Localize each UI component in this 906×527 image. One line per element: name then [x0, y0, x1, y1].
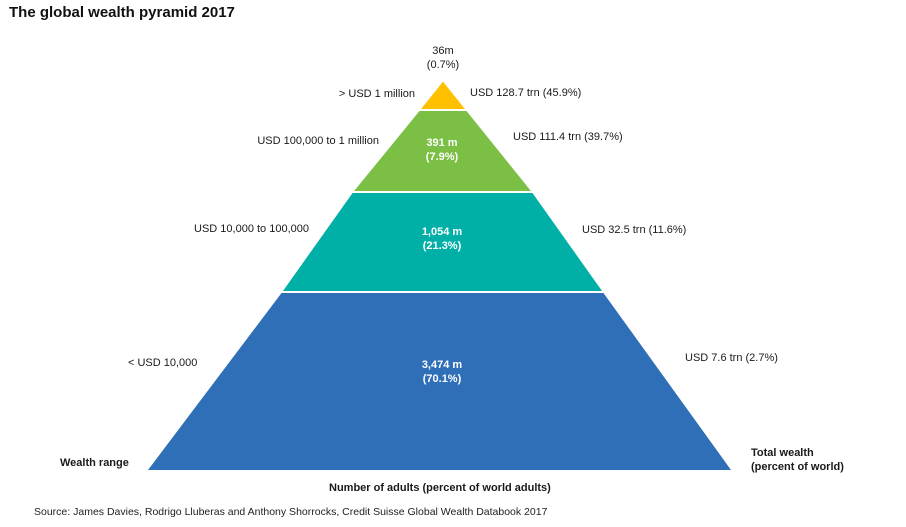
source-note: Source: James Davies, Rodrigo Lluberas a… [34, 506, 548, 518]
total-wealth-label-line1: Total wealth [751, 447, 814, 459]
total-wealth-label: Total wealth (percent of world) [751, 446, 844, 474]
tier-upper-adults-value: 391 m [426, 137, 458, 149]
adults-axis-label: Number of adults (percent of world adult… [329, 482, 551, 494]
tier-upper-total-wealth: USD 111.4 trn (39.7%) [513, 131, 623, 143]
tier-base-adults: 3,474 m (70.1%) [402, 358, 482, 386]
tier-middle-adults-value: 1,054 m [421, 226, 463, 238]
tier-top-adults: 36m (0.7%) [421, 44, 465, 72]
tier-upper-adults: 391 m (7.9%) [402, 136, 482, 164]
page-title: The global wealth pyramid 2017 [9, 4, 235, 21]
tier-top-wealth-range: > USD 1 million [338, 88, 415, 100]
tier-base-wealth-range: < USD 10,000 [128, 357, 198, 369]
tier-upper-adults-pct: (7.9%) [425, 151, 459, 163]
tier-top-total-wealth: USD 128.7 trn (45.9%) [470, 87, 582, 99]
pyramid-tier-top [416, 78, 470, 111]
tier-upper-wealth-range: USD 100,000 to 1 million [257, 135, 379, 147]
wealth-range-label: Wealth range [60, 457, 129, 469]
tier-base-adults-pct: (70.1%) [422, 373, 462, 385]
tier-base-adults-value: 3,474 m [421, 359, 463, 371]
tier-top-adults-pct: (0.7%) [426, 59, 460, 71]
tier-middle-adults: 1,054 m (21.3%) [402, 225, 482, 253]
tier-base-total-wealth: USD 7.6 trn (2.7%) [685, 352, 778, 364]
tier-middle-adults-pct: (21.3%) [422, 240, 462, 252]
tier-middle-wealth-range: USD 10,000 to 100,000 [194, 223, 309, 235]
tier-middle-total-wealth: USD 32.5 trn (11.6%) [582, 224, 687, 236]
total-wealth-label-line2: (percent of world) [751, 461, 844, 473]
tier-top-adults-value: 36m [432, 45, 454, 57]
